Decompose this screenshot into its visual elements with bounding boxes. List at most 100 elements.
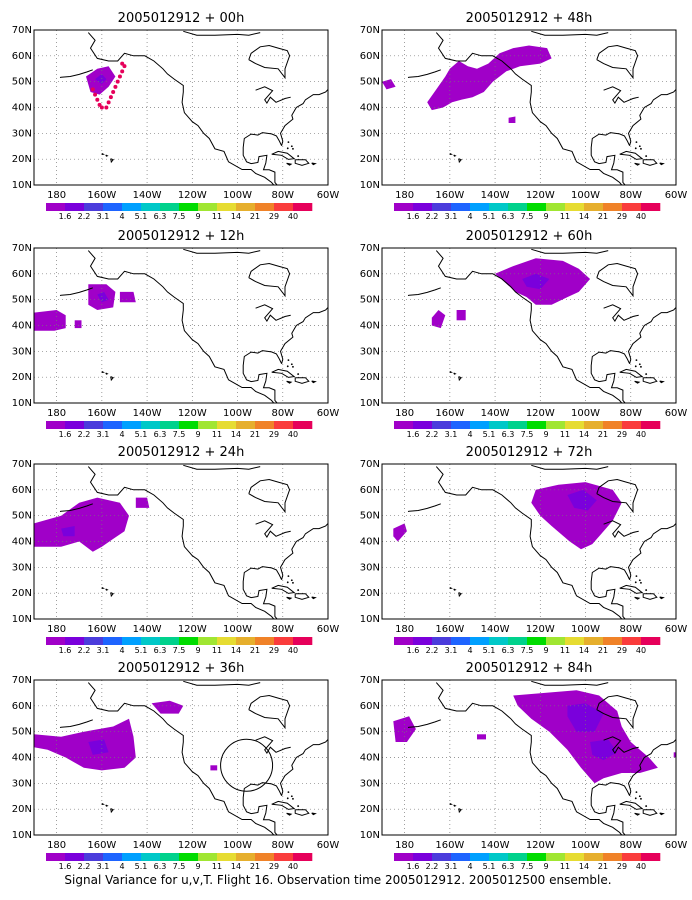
colorbar-label: 11 — [212, 430, 222, 439]
island-mark — [290, 363, 293, 366]
coastline — [619, 150, 644, 160]
colorbar-label: 29 — [269, 646, 279, 655]
lat-tick-label: 70N — [12, 243, 32, 254]
colorbar-label: 6.3 — [154, 430, 167, 439]
colorbar-swatch — [103, 637, 123, 645]
variance-shading — [151, 700, 184, 714]
colorbar-label: 40 — [288, 212, 298, 221]
colorbar-label: 21 — [250, 212, 260, 221]
coastline — [596, 694, 639, 730]
colorbar-label: 21 — [250, 646, 260, 655]
colorbar-swatch — [603, 853, 623, 861]
coastline — [271, 584, 296, 594]
colorbar-swatch — [565, 421, 585, 429]
colorbar-swatch — [236, 637, 256, 645]
lat-tick-label: 50N — [360, 727, 380, 738]
coastline — [294, 377, 310, 384]
lon-tick-label: 180 — [395, 624, 414, 635]
colorbar-swatch — [122, 853, 142, 861]
lat-tick-label: 60N — [12, 485, 32, 496]
map-panel-12h: 2005012912 + 12h 70N 60N 50N 40N 30N 20N 10N 180… — [12, 229, 340, 439]
colorbar-swatch — [470, 853, 490, 861]
colorbar-label: 9 — [543, 212, 548, 221]
coastline — [453, 154, 457, 157]
colorbar-label: 11 — [560, 646, 570, 655]
colorbar-swatch — [622, 853, 642, 861]
lat-tick-label: 70N — [360, 243, 380, 254]
colorbar-swatch — [141, 853, 161, 861]
colorbar: 1.6 2.2 3.1 4 5.1 6.3 7.5 9 11 14 21 29 40 — [46, 637, 313, 655]
lat-tick-label: 20N — [360, 588, 380, 599]
coastline — [619, 584, 644, 594]
coastline — [453, 372, 457, 375]
lat-tick-label: 20N — [12, 804, 32, 815]
colorbar-label: 7.5 — [173, 862, 186, 871]
colorbar-swatch — [413, 421, 433, 429]
variance-shading — [34, 718, 136, 771]
colorbar-label: 7.5 — [521, 212, 534, 221]
island-mark — [640, 581, 642, 584]
colorbar-swatch — [622, 637, 642, 645]
colorbar-swatch — [84, 203, 104, 211]
map-frame — [33, 679, 329, 836]
coastline — [248, 694, 291, 730]
colorbar-label: 4 — [467, 862, 472, 871]
colorbar-label: 2.2 — [426, 862, 439, 871]
coastline — [659, 380, 665, 384]
colorbar-swatch — [641, 421, 661, 429]
colorbar-label: 5.1 — [135, 212, 148, 221]
colorbar-label: 14 — [231, 646, 241, 655]
variance-shading — [135, 497, 150, 508]
lon-tick-label: 180 — [47, 624, 66, 635]
lon-tick-label: 100W — [223, 840, 252, 851]
island-mark — [290, 145, 293, 148]
colorbar-swatch — [160, 853, 180, 861]
lat-tick-label: 40N — [12, 537, 32, 548]
colorbar-swatch — [217, 421, 237, 429]
lon-tick-label: 120W — [178, 624, 207, 635]
variance-shading — [393, 716, 416, 742]
coastline — [110, 158, 115, 164]
colorbar: 1.6 2.2 3.1 4 5.1 6.3 7.5 9 11 14 21 29 40 — [46, 203, 313, 221]
coastline — [659, 162, 665, 166]
island-mark — [290, 795, 293, 798]
lon-tick-label: 140W — [133, 840, 162, 851]
coastline — [242, 566, 283, 619]
colorbar-swatch — [565, 203, 585, 211]
island-mark — [292, 581, 294, 584]
lon-tick-label: 120W — [178, 840, 207, 851]
coastline — [311, 380, 317, 384]
colorbar-swatch — [622, 203, 642, 211]
colorbar-label: 7.5 — [521, 862, 534, 871]
lat-tick-label: 20N — [360, 804, 380, 815]
colorbar-label: 4 — [467, 430, 472, 439]
colorbar-swatch — [198, 421, 218, 429]
map-frame — [381, 247, 677, 404]
colorbar-label: 29 — [269, 430, 279, 439]
lon-tick-label: 100W — [223, 408, 252, 419]
colorbar-swatch — [217, 203, 237, 211]
flight-track-point — [122, 64, 127, 69]
flight-track-point — [113, 84, 118, 89]
island-mark — [297, 805, 300, 807]
coastline — [531, 248, 609, 254]
colorbar-swatch — [198, 853, 218, 861]
island-mark — [634, 797, 637, 800]
colorbar-label: 1.6 — [59, 430, 72, 439]
variance-shading — [34, 497, 129, 552]
lon-tick-label: 140W — [481, 408, 510, 419]
island-mark — [634, 147, 637, 150]
colorbar-swatch — [65, 421, 85, 429]
colorbar-label: 11 — [560, 430, 570, 439]
variance-shading — [567, 703, 604, 732]
coastline — [286, 812, 293, 816]
map-frame — [33, 247, 329, 404]
colorbar-swatch — [293, 637, 313, 645]
island-mark — [290, 579, 293, 582]
colorbar-swatch — [527, 853, 547, 861]
coastline — [642, 377, 658, 384]
coastline — [634, 162, 641, 166]
lon-tick-label: 60W — [317, 840, 340, 851]
colorbar-swatch — [489, 421, 509, 429]
island-mark — [297, 373, 300, 375]
